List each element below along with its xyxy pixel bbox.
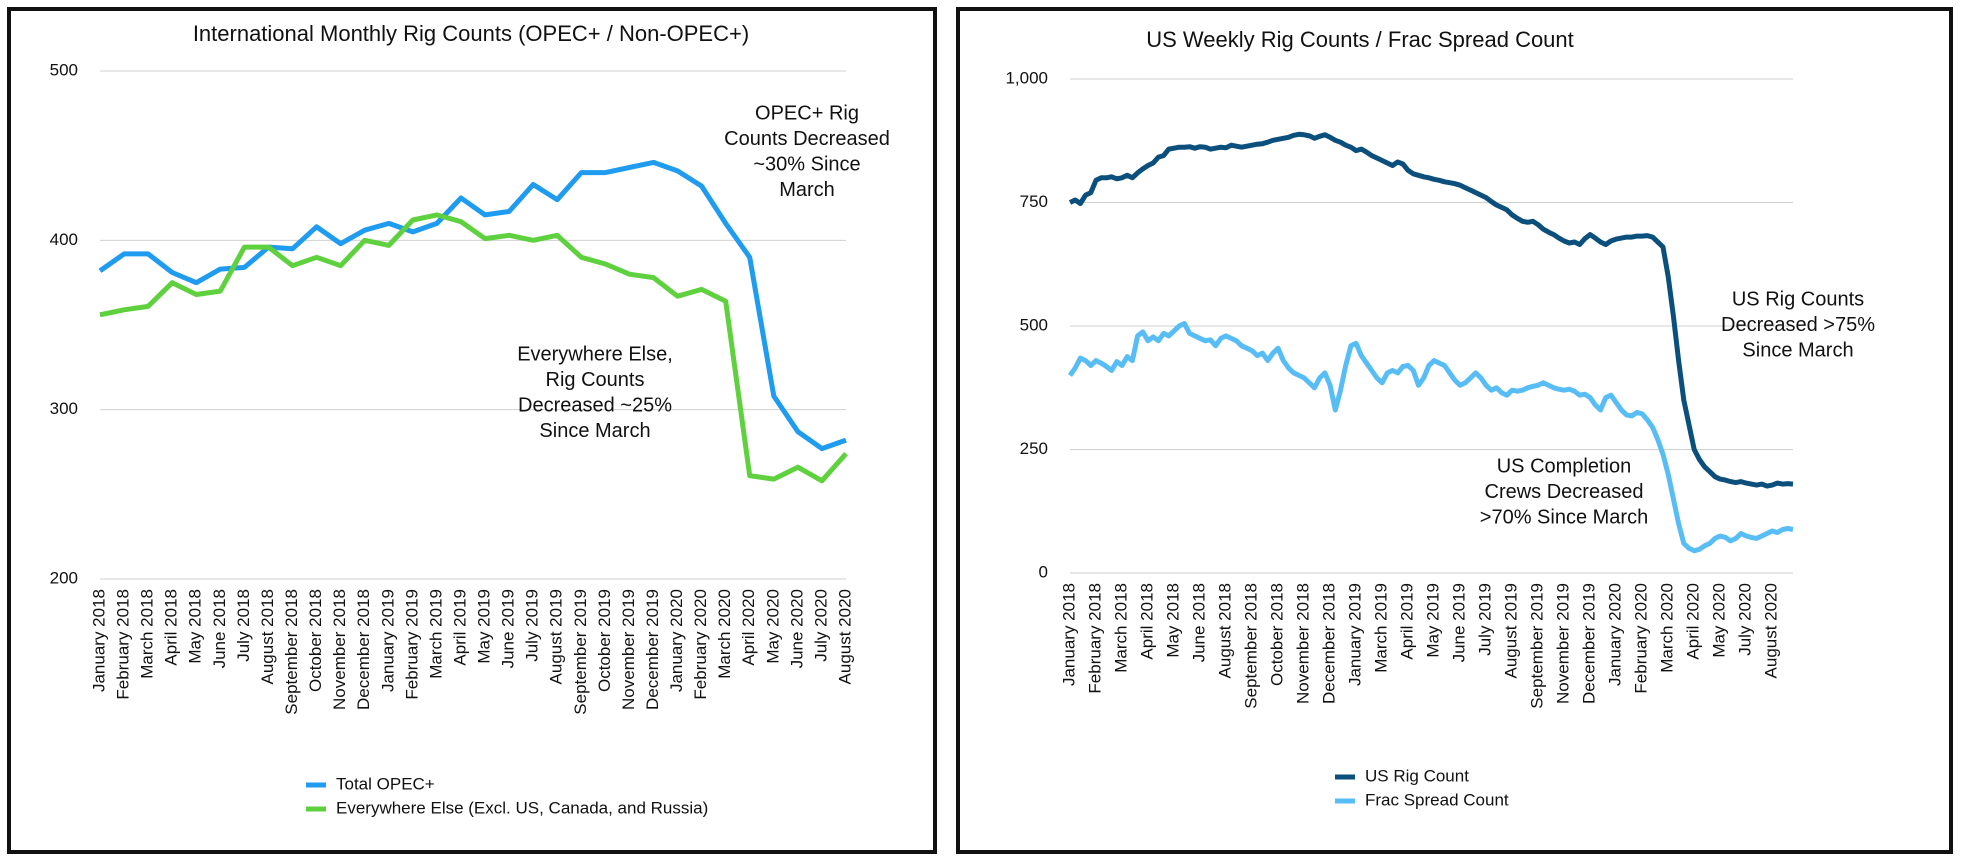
x-tick-label: March 2020 — [1658, 583, 1677, 673]
chart-title: US Weekly Rig Counts / Frac Spread Count — [1146, 27, 1574, 52]
x-tick-label: April 2018 — [162, 589, 181, 666]
x-tick-label: February 2018 — [1085, 583, 1104, 694]
x-tick-label: November 2019 — [1554, 583, 1573, 704]
x-tick-label: January 2020 — [667, 589, 686, 692]
y-tick-label: 1,000 — [1005, 68, 1048, 87]
data-line — [1068, 131, 1794, 489]
annotation: Crews Decreased — [1485, 481, 1644, 503]
x-tick-label: January 2020 — [1606, 583, 1625, 686]
x-tick-label: May 2019 — [1424, 583, 1443, 658]
x-tick-label: June 2019 — [1450, 583, 1469, 662]
annotation: Decreased >75% — [1721, 314, 1875, 336]
x-tick-label: February 2020 — [1632, 583, 1651, 694]
x-tick-label: January 2019 — [1346, 583, 1365, 686]
y-tick-label: 400 — [50, 230, 78, 249]
annotation: Since March — [539, 420, 650, 442]
x-tick-label: March 2018 — [138, 589, 157, 679]
x-tick-label: March 2019 — [1372, 583, 1391, 673]
x-tick-label: August 2020 — [1762, 583, 1781, 678]
x-tick-label: July 2019 — [523, 589, 542, 662]
x-tick-label: July 2019 — [1476, 583, 1495, 656]
x-tick-label: February 2018 — [114, 589, 133, 700]
y-tick-label: 200 — [50, 568, 78, 587]
annotation: Rig Counts — [546, 369, 645, 391]
x-tick-label: August 2019 — [1502, 583, 1521, 678]
data-line — [98, 159, 847, 452]
x-tick-label: January 2018 — [1059, 583, 1078, 686]
legend-label: Total OPEC+ — [336, 774, 435, 793]
x-tick-label: December 2019 — [643, 589, 662, 710]
x-tick-label: January 2019 — [378, 589, 397, 692]
x-tick-label: August 2020 — [835, 589, 854, 684]
x-tick-label: July 2020 — [811, 589, 830, 662]
y-tick-label: 0 — [1039, 562, 1048, 581]
legend-label: Everywhere Else (Excl. US, Canada, and R… — [336, 798, 708, 817]
x-tick-label: September 2019 — [571, 589, 590, 715]
x-tick-label: October 2019 — [595, 589, 614, 692]
panel-border — [7, 7, 937, 854]
x-tick-label: December 2018 — [1320, 583, 1339, 704]
annotation: Everywhere Else, — [517, 343, 673, 365]
x-tick-label: June 2018 — [1190, 583, 1209, 662]
y-tick-label: 500 — [50, 60, 78, 79]
x-tick-label: July 2020 — [1736, 583, 1755, 656]
x-tick-label: August 2018 — [1216, 583, 1235, 678]
x-tick-label: May 2018 — [186, 589, 205, 664]
x-tick-label: August 2018 — [258, 589, 277, 684]
x-tick-label: November 2018 — [330, 589, 349, 710]
chart-title: International Monthly Rig Counts (OPEC+ … — [193, 21, 749, 46]
x-tick-label: March 2020 — [715, 589, 734, 679]
panel-border — [956, 7, 1953, 854]
x-tick-label: December 2019 — [1580, 583, 1599, 704]
x-tick-label: May 2018 — [1164, 583, 1183, 658]
x-tick-label: October 2018 — [306, 589, 325, 692]
x-tick-label: September 2018 — [282, 589, 301, 715]
x-tick-label: December 2018 — [354, 589, 373, 710]
x-tick-label: November 2019 — [619, 589, 638, 710]
x-tick-label: March 2019 — [426, 589, 445, 679]
x-tick-label: October 2018 — [1268, 583, 1287, 686]
annotation: >70% Since March — [1480, 506, 1648, 528]
x-tick-label: April 2019 — [450, 589, 469, 666]
x-tick-label: January 2018 — [89, 589, 108, 692]
x-tick-label: April 2018 — [1138, 583, 1157, 660]
y-tick-label: 500 — [1020, 315, 1048, 334]
y-tick-label: 250 — [1020, 439, 1048, 458]
annotation: ~30% Since — [753, 153, 860, 175]
x-tick-label: September 2018 — [1242, 583, 1261, 709]
data-line — [99, 212, 848, 484]
legend-label: US Rig Count — [1365, 766, 1469, 785]
x-tick-label: April 2019 — [1398, 583, 1417, 660]
x-tick-label: May 2020 — [763, 589, 782, 664]
x-tick-label: March 2018 — [1111, 583, 1130, 673]
x-tick-label: April 2020 — [1684, 583, 1703, 660]
x-tick-label: June 2018 — [210, 589, 229, 668]
x-tick-label: February 2020 — [691, 589, 710, 700]
x-tick-label: June 2020 — [787, 589, 806, 668]
x-tick-label: August 2019 — [547, 589, 566, 684]
x-tick-label: July 2018 — [234, 589, 253, 662]
x-tick-label: May 2019 — [475, 589, 494, 664]
x-tick-label: April 2020 — [739, 589, 758, 666]
annotation: US Rig Counts — [1732, 288, 1864, 310]
x-tick-label: November 2018 — [1294, 583, 1313, 704]
annotation: Counts Decreased — [724, 128, 890, 150]
annotation: US Completion — [1497, 455, 1632, 477]
x-tick-label: February 2019 — [402, 589, 421, 700]
x-tick-label: June 2019 — [499, 589, 518, 668]
x-tick-label: May 2020 — [1710, 583, 1729, 658]
annotation: Decreased ~25% — [518, 394, 672, 416]
y-tick-label: 750 — [1020, 192, 1048, 211]
x-tick-label: September 2019 — [1528, 583, 1547, 709]
y-tick-label: 300 — [50, 399, 78, 418]
annotation: Since March — [1742, 339, 1853, 361]
legend-label: Frac Spread Count — [1365, 790, 1509, 809]
annotation: OPEC+ Rig — [755, 102, 859, 124]
annotation: March — [779, 179, 835, 201]
data-line — [1067, 321, 1794, 554]
